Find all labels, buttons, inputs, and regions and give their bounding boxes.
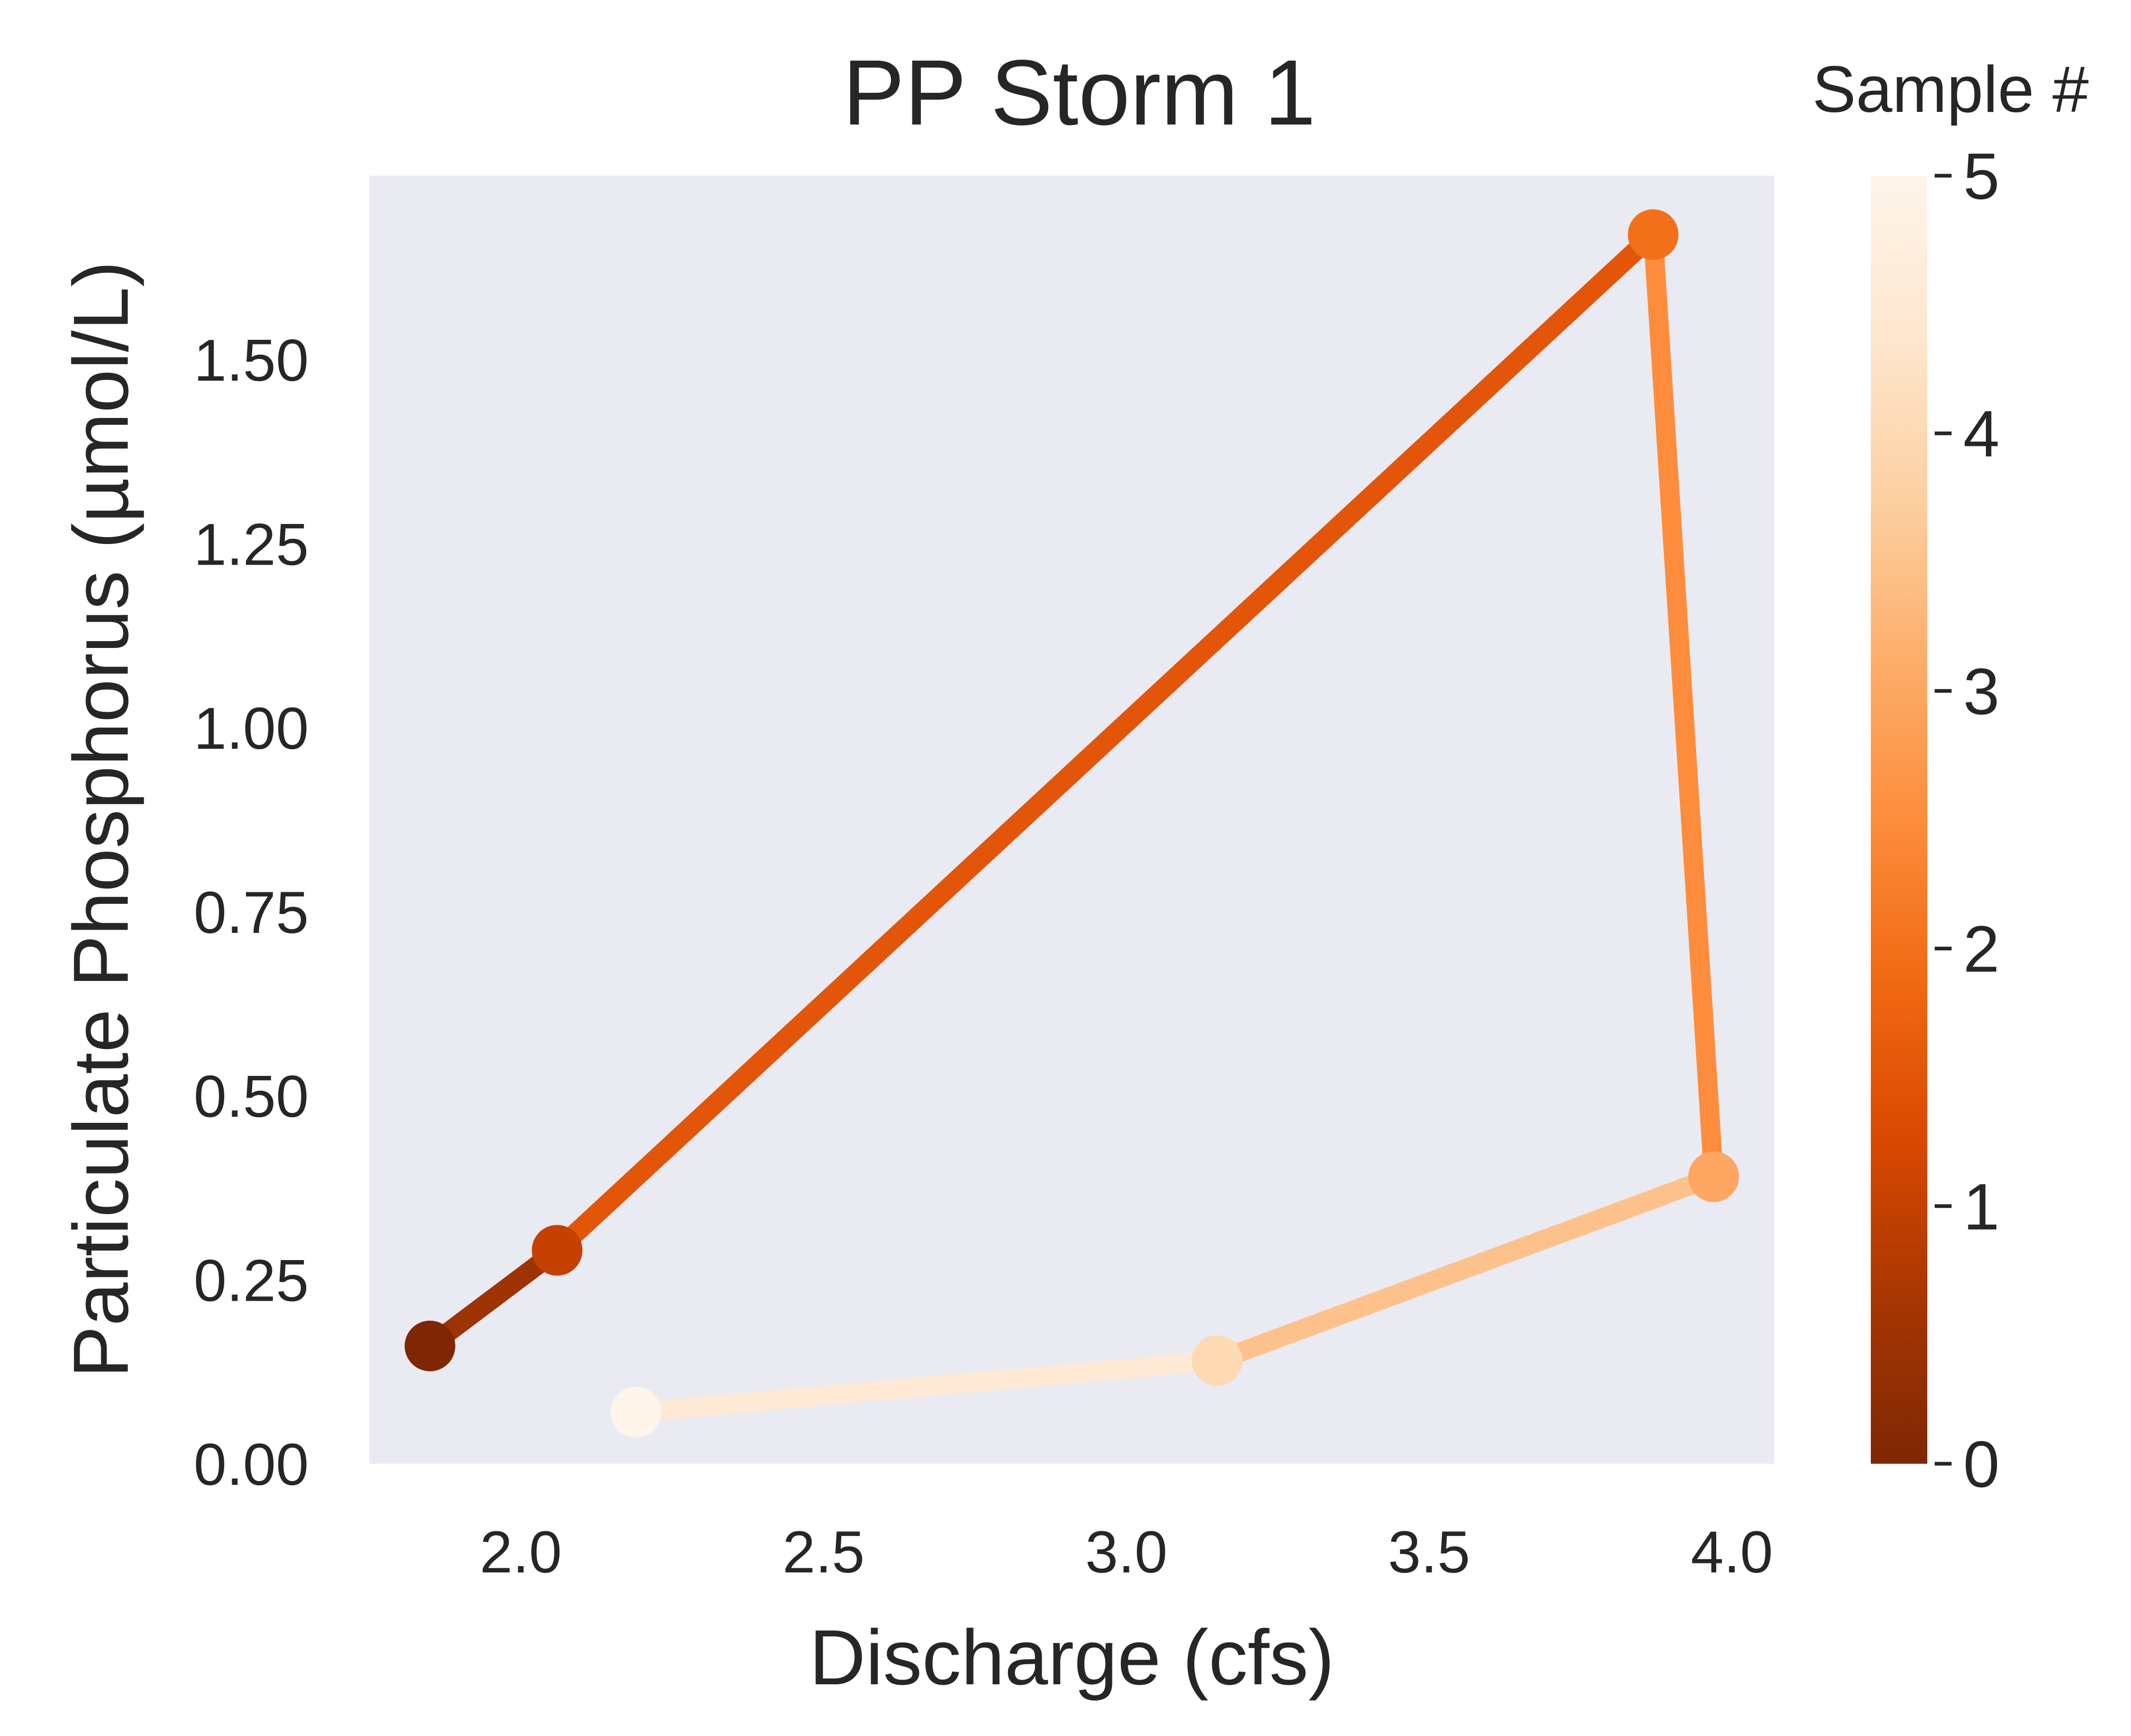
y-axis-label: Particulate Phosphorus (µmol/L): [58, 261, 145, 1378]
data-point: [1628, 209, 1679, 260]
colorbar: [1871, 176, 1927, 1464]
series-segment: [1213, 1167, 1717, 1370]
y-tick-label: 0.50: [194, 1064, 309, 1130]
y-tick-label: 0.00: [194, 1432, 309, 1497]
x-tick-label: 2.0: [480, 1519, 562, 1585]
series-segment: [635, 1351, 1219, 1422]
y-tick-label: 0.25: [194, 1247, 309, 1313]
x-tick-label: 2.5: [783, 1519, 865, 1585]
series-segment: [1643, 234, 1724, 1178]
colorbar-tick-label: 4: [1963, 398, 2000, 471]
series-segment: [424, 1242, 563, 1354]
colorbar-tick-label: 2: [1963, 913, 2000, 986]
data-point: [1192, 1335, 1243, 1386]
colorbar-title: Sample #: [1812, 53, 2089, 126]
x-tick-label: 3.0: [1085, 1519, 1167, 1585]
chart-title: PP Storm 1: [843, 41, 1316, 145]
data-point: [404, 1320, 455, 1371]
series-points: [404, 209, 1739, 1438]
colorbar-tick-label: 1: [1963, 1171, 2000, 1244]
y-tick-label: 1.50: [194, 328, 309, 394]
x-tick-label: 4.0: [1691, 1519, 1773, 1585]
x-axis-label: Discharge (cfs): [809, 1614, 1334, 1701]
colorbar-ticks: 0 1 2 3 4 5: [1935, 140, 2000, 1501]
colorbar-tick-label: 0: [1963, 1428, 2000, 1501]
y-tick-label: 1.00: [194, 695, 309, 761]
series-lines: [424, 227, 1724, 1422]
y-tick-label: 1.25: [194, 511, 309, 577]
series-segment: [550, 227, 1660, 1258]
colorbar-tick-label: 5: [1963, 140, 2000, 213]
y-tick-label: 0.75: [194, 880, 309, 946]
plot-area: [369, 176, 1774, 1464]
data-point: [1688, 1151, 1739, 1203]
y-axis-ticks: 0.00 0.25 0.50 0.75 1.00 1.25 1.50: [194, 328, 309, 1497]
x-axis-ticks: 2.0 2.5 3.0 3.5 4.0: [480, 1519, 1773, 1585]
x-tick-label: 3.5: [1388, 1519, 1470, 1585]
data-point: [610, 1387, 661, 1438]
data-point: [531, 1225, 583, 1276]
colorbar-tick-label: 3: [1963, 655, 2000, 728]
